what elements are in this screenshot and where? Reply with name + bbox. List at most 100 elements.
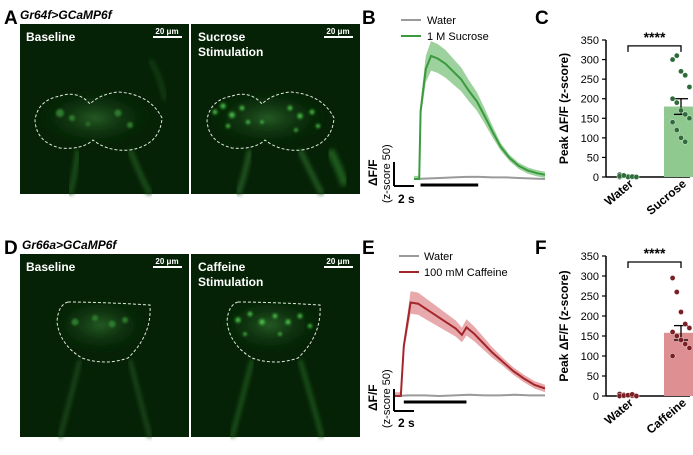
trace-ylabel-main-bottom: ΔF/F	[366, 384, 380, 411]
legend-stim-label-bottom: 100 mM Caffeine	[424, 267, 508, 279]
legend-bottom: Water 100 mM Caffeine	[399, 251, 508, 279]
y-tick-label-bottom: 300	[581, 271, 599, 283]
trace-sem-band-top	[414, 41, 545, 179]
data-point-water-top	[633, 174, 640, 180]
cell-blobs-baseline-bottom	[71, 315, 128, 328]
panel-letter-b: B	[362, 8, 376, 29]
data-point-water-top	[621, 172, 627, 179]
data-point-caffeine-bottom	[674, 289, 680, 295]
image-label-stim-line2-top: Stimulation	[198, 45, 263, 59]
micrograph-baseline-bottom: Baseline 20 μm	[20, 254, 189, 438]
y-tick-label-bottom: 350	[581, 251, 599, 263]
trace-line-stim-top	[414, 54, 546, 180]
y-tick-label-top: 100	[581, 133, 599, 145]
y-axis-title-bottom: Peak ΔF/F (z-score)	[557, 270, 571, 381]
y-tick-label-top: 50	[587, 152, 599, 164]
data-point-caffeine-bottom	[686, 345, 693, 351]
legend-water-label-bottom: Water	[424, 251, 453, 263]
data-point-sucrose-top	[682, 111, 689, 118]
trace-plot-top	[413, 41, 546, 187]
y-axis-title-top: Peak ΔF/F (z-score)	[557, 53, 571, 164]
data-point-water-bottom	[633, 393, 640, 399]
y-tick-label-top: 350	[581, 35, 599, 47]
data-point-caffeine-bottom	[678, 309, 684, 315]
row-bottom: D Gr66a>GCaMP6f Baseline 20 μm	[4, 238, 693, 438]
trace-plot-bottom	[393, 291, 546, 404]
panel-letter-f: F	[535, 238, 547, 259]
image-label-stim-line2-bottom: Stimulation	[198, 275, 263, 289]
genotype-label-bottom: Gr66a>GCaMP6f	[22, 238, 117, 252]
data-point-sucrose-top	[674, 52, 680, 59]
trace-time-label-top: 2 s	[398, 192, 415, 206]
y-tick-label-bottom: 0	[593, 391, 599, 403]
data-point-sucrose-top	[678, 107, 684, 114]
data-point-caffeine-bottom	[682, 341, 689, 347]
trace-sem-band-bottom	[394, 291, 545, 396]
panel-letter-a: A	[4, 8, 18, 29]
cell-blobs-stim-bottom	[233, 310, 314, 337]
significance-label-bottom: ****	[644, 245, 666, 261]
data-point-sucrose-top	[674, 99, 680, 106]
panel-letter-c: C	[535, 8, 549, 29]
cell-blobs-baseline-top	[56, 109, 133, 128]
y-tick-label-bottom: 100	[581, 351, 599, 363]
trace-line-stim-bottom	[394, 301, 546, 397]
panel-letter-e: E	[362, 238, 375, 259]
data-point-sucrose-top	[686, 115, 693, 122]
scale-bar-label-stim-bottom: 20 μm	[326, 257, 349, 266]
row-top: A Gr64f>GCaMP6f Baseline 20 μm	[4, 8, 693, 218]
x-category-label-water-top: Water	[602, 176, 636, 208]
x-category-label-sucrose-top: Sucrose	[644, 176, 690, 217]
bar-caffeine-bottom	[664, 332, 693, 396]
cell-blobs-stim-top	[211, 101, 322, 133]
trace-ylabel-sub-bottom: (z-score 50)	[381, 369, 393, 428]
data-point-caffeine-bottom	[678, 337, 684, 343]
significance-label-top: ****	[644, 29, 666, 45]
data-point-caffeine-bottom	[669, 353, 676, 359]
image-label-baseline-bottom: Baseline	[26, 260, 76, 274]
trace-time-label-bottom: 2 s	[398, 416, 415, 430]
bar-chart-top: 0 50 100 150 200 250 300 350 Peak ΔF/F (z-score)…	[557, 29, 693, 218]
roi-outline-stim-top	[206, 91, 335, 151]
trace-ylabel-main-top: ΔF/F	[366, 159, 380, 186]
data-point-sucrose-top	[669, 119, 676, 125]
trace-line-water-bottom	[393, 393, 545, 398]
data-point-sucrose-top	[682, 72, 689, 79]
trace-line-water-top	[413, 175, 546, 180]
data-point-sucrose-top	[686, 84, 693, 90]
data-point-sucrose-top	[669, 95, 676, 102]
scale-bar-label-stim-top: 20 μm	[326, 27, 349, 36]
y-tick-label-top: 300	[581, 55, 599, 67]
y-tick-label-bottom: 200	[581, 311, 599, 323]
genotype-label-top: Gr64f>GCaMP6f	[20, 8, 113, 22]
data-point-sucrose-top	[669, 56, 676, 63]
image-label-stim-line1-bottom: Caffeine	[198, 260, 246, 274]
roi-outline-baseline-top	[34, 91, 163, 151]
y-tick-label-bottom: 50	[587, 371, 599, 383]
y-tick-label-bottom: 150	[581, 331, 599, 343]
data-point-sucrose-top	[674, 127, 680, 133]
significance-bracket-bottom	[627, 261, 682, 268]
x-category-label-caffeine-bottom: Caffeine	[644, 395, 690, 436]
image-label-baseline-top: Baseline	[26, 30, 76, 44]
significance-bracket-top	[627, 45, 682, 52]
y-tick-label-top: 200	[581, 94, 599, 106]
micrograph-baseline-top: Baseline 20 μm	[20, 24, 189, 196]
scale-bar-label-baseline-top: 20 μm	[155, 27, 178, 36]
data-point-caffeine-bottom	[669, 329, 676, 335]
data-point-sucrose-top	[678, 135, 684, 141]
panel-letter-d: D	[4, 238, 18, 259]
legend-top: Water 1 M Sucrose	[401, 15, 489, 43]
image-label-stim-line1-top: Sucrose	[198, 30, 246, 44]
bar-chart-bottom: 0 50 100 150 200 250 300 350 Peak ΔF/F (z-score)…	[557, 245, 693, 437]
y-tick-label-top: 150	[581, 113, 599, 125]
data-point-sucrose-top	[682, 138, 689, 145]
scale-bar-label-baseline-bottom: 20 μm	[155, 257, 178, 266]
legend-stim-label-top: 1 M Sucrose	[427, 31, 489, 43]
data-point-caffeine-bottom	[669, 275, 676, 281]
x-category-label-water-bottom: Water	[602, 395, 636, 427]
legend-water-label-top: Water	[427, 15, 456, 27]
micrograph-stim-bottom: Caffeine Stimulation 20 μm	[191, 254, 360, 438]
